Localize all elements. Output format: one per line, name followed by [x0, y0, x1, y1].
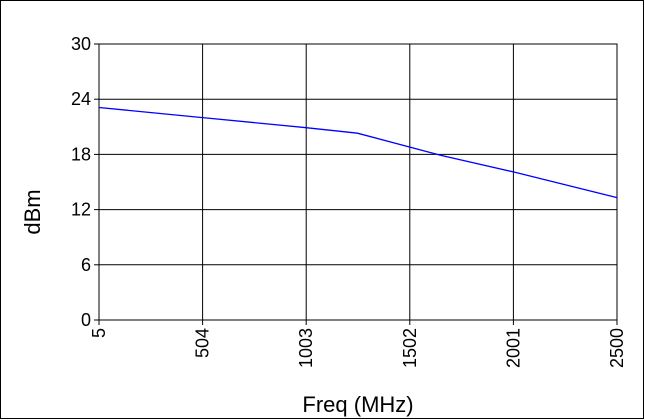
y-tick-label: 18 [71, 144, 91, 164]
y-axis-title: dBm [20, 189, 45, 234]
x-tick-label: 5 [89, 328, 109, 338]
y-tick-label: 24 [71, 89, 91, 109]
x-axis-title: Freq (MHz) [302, 392, 413, 417]
y-axis-ticks: 0 6 12 18 24 30 [71, 34, 99, 330]
x-tick-label: 1003 [296, 328, 316, 368]
y-tick-label: 0 [81, 310, 91, 330]
x-tick-label: 504 [193, 328, 213, 358]
y-tick-label: 12 [71, 200, 91, 220]
x-tick-label: 2001 [503, 328, 523, 368]
series-layer [98, 106, 618, 199]
y-tick-label: 30 [71, 34, 91, 54]
gridlines [98, 43, 618, 321]
x-tick-label: 2500 [607, 328, 627, 368]
x-axis-ticks: 5 504 1003 1502 2001 2500 [89, 320, 627, 368]
y-tick-label: 6 [81, 255, 91, 275]
series-line [98, 106, 618, 199]
plot-area [98, 43, 618, 321]
x-tick-label: 1502 [400, 328, 420, 368]
